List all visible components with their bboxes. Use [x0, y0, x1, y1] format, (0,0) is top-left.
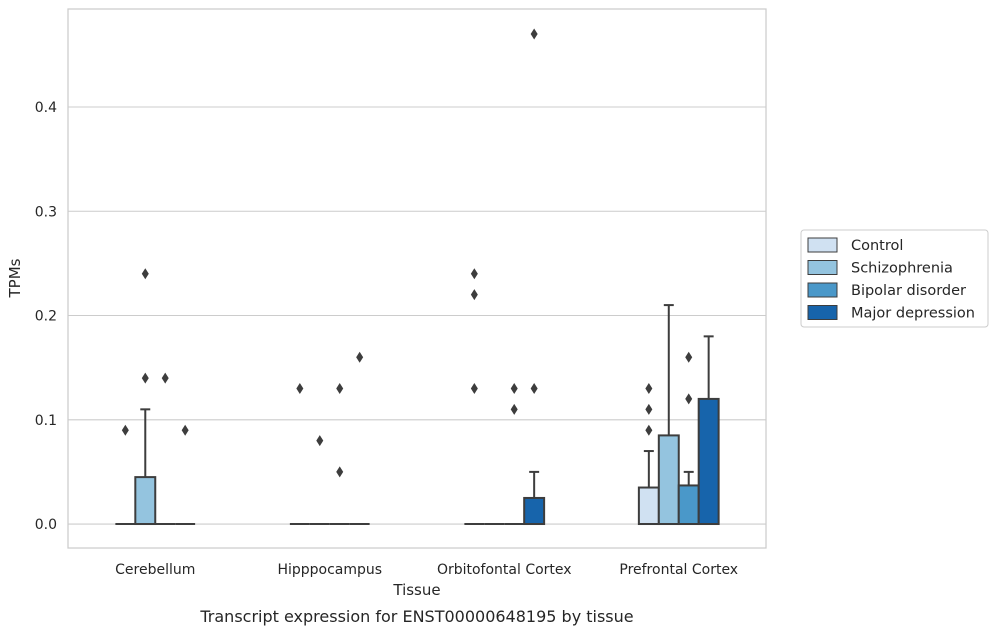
- y-axis-title: TPMs: [6, 258, 24, 298]
- box-body: [637, 486, 660, 526]
- outlier-point: [296, 382, 304, 394]
- y-tick-label: 0.2: [35, 309, 57, 325]
- y-tick-label: 0.1: [35, 413, 57, 429]
- y-tick-label: 0.3: [35, 204, 57, 220]
- box: [134, 268, 157, 526]
- outlier-point: [530, 382, 538, 394]
- box-body: [134, 476, 157, 526]
- box: [309, 435, 330, 526]
- x-tick-label: Cerebellum: [115, 562, 195, 578]
- plot-frame: [67, 8, 767, 549]
- outlier-point: [356, 351, 364, 363]
- outlier-point: [645, 403, 653, 415]
- legend-label: Major depression: [851, 306, 975, 322]
- legend-swatch: [807, 282, 838, 298]
- x-tick-label: Hipppocampus: [277, 562, 382, 578]
- outlier-point: [645, 424, 653, 436]
- legend-frame: [800, 229, 989, 328]
- legend-label: Bipolar disorder: [851, 283, 966, 299]
- outlier-point: [470, 289, 478, 301]
- box: [175, 424, 196, 526]
- outlier-point: [530, 28, 538, 40]
- box: [464, 268, 485, 526]
- outlier-point: [470, 382, 478, 394]
- y-tick-label: 0.0: [35, 517, 57, 533]
- outlier-point: [181, 424, 189, 436]
- x-tick-labels: Cerebellum Hipppocampus Orbitofontal Corte…: [115, 562, 738, 578]
- outlier-point: [161, 372, 169, 384]
- box: [289, 382, 310, 526]
- box: [115, 424, 136, 526]
- box: [637, 382, 660, 526]
- box-body: [697, 397, 720, 526]
- box-body: [677, 484, 700, 526]
- box: [657, 304, 680, 526]
- box: [523, 28, 546, 526]
- legend: Control Schizophrenia Bipolar disorder Majo…: [800, 229, 989, 328]
- outlier-point: [336, 466, 344, 478]
- outlier-point: [336, 382, 344, 394]
- legend-label: Schizophrenia: [851, 261, 953, 277]
- legend-swatch: [807, 260, 838, 275]
- x-axis-title: Tissue: [392, 581, 440, 599]
- outlier-point: [470, 268, 478, 280]
- outlier-point: [645, 382, 653, 394]
- x-tick-label: Orbitofontal Cortex: [437, 562, 572, 578]
- y-tick-labels: 0.0 0.1 0.2 0.3 0.4: [35, 100, 57, 533]
- legend-swatch: [807, 305, 838, 320]
- box-body: [657, 434, 680, 526]
- legend-items: Control Schizophrenia Bipolar disorder Majo…: [807, 237, 975, 322]
- box: [329, 382, 350, 526]
- box: [697, 335, 720, 526]
- outlier-point: [685, 351, 693, 363]
- boxes-layer: [115, 28, 720, 526]
- outlier-point: [510, 382, 518, 394]
- outlier-point: [121, 424, 129, 436]
- box: [504, 382, 525, 526]
- legend-label: Control: [851, 238, 903, 254]
- box-body: [523, 496, 546, 526]
- outlier-point: [141, 268, 149, 280]
- box: [155, 372, 176, 526]
- outlier-point: [316, 435, 324, 447]
- outlier-point: [141, 372, 149, 384]
- box: [349, 351, 370, 526]
- x-tick-label: Prefrontal Cortex: [619, 562, 738, 578]
- outlier-point: [510, 403, 518, 415]
- legend-swatch: [807, 237, 838, 253]
- y-tick-label: 0.4: [35, 100, 57, 116]
- chart-caption: Transcript expression for ENST0000064819…: [199, 607, 633, 626]
- outlier-point: [685, 393, 693, 405]
